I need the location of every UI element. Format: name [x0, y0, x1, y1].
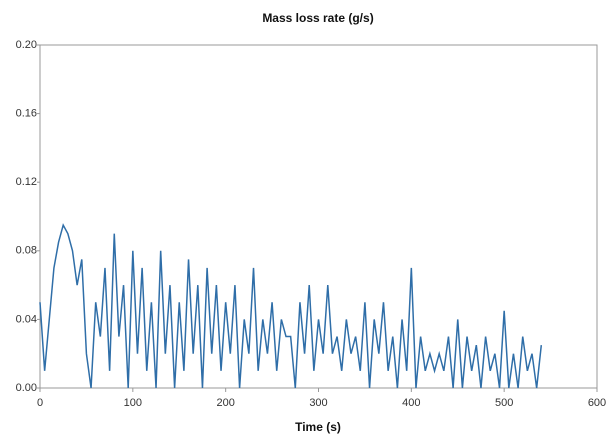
x-tick-label: 200	[216, 397, 234, 409]
y-tick-label: 0.16	[16, 108, 37, 120]
x-tick-label: 600	[588, 397, 606, 409]
chart-title: Mass loss rate (g/s)	[262, 11, 373, 25]
x-tick-label: 500	[495, 397, 513, 409]
y-tick-label: 0.00	[16, 382, 37, 394]
x-tick-label: 300	[309, 397, 327, 409]
x-axis-title: Time (s)	[295, 420, 341, 434]
x-tick-label: 100	[124, 397, 142, 409]
x-tick-label: 400	[402, 397, 420, 409]
y-tick-label: 0.12	[16, 176, 37, 188]
x-tick-label: 0	[37, 397, 43, 409]
y-tick-label: 0.04	[16, 313, 37, 325]
data-line	[39, 223, 543, 389]
plot-frame	[39, 44, 598, 389]
y-tick-label: 0.08	[16, 245, 37, 257]
y-tick-label: 0.20	[16, 39, 37, 51]
